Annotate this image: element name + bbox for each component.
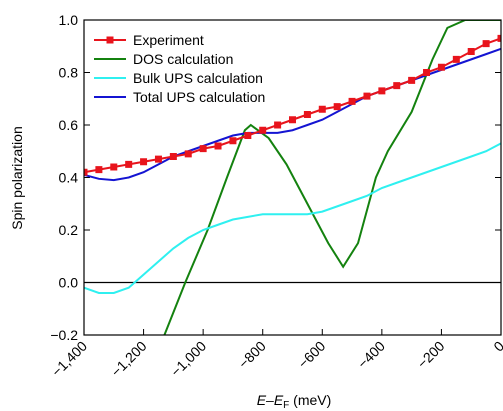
data-point <box>423 69 431 76</box>
x-tick-label: −600 <box>295 338 329 372</box>
x-tick-label: −800 <box>235 338 269 372</box>
x-axis-label: E–EF (meV) <box>257 392 332 411</box>
data-point <box>125 160 133 168</box>
series-line <box>163 20 501 335</box>
data-point <box>229 137 237 145</box>
series-line <box>84 47 501 182</box>
x-label-part: E <box>257 392 267 408</box>
x-tick-label: 0 <box>490 338 503 355</box>
data-point <box>437 63 445 71</box>
legend-label: Total UPS calculation <box>133 89 265 105</box>
data-point <box>110 163 118 171</box>
y-tick-label: 0.6 <box>59 117 79 133</box>
data-point <box>467 48 475 55</box>
y-tick-label: 1.0 <box>59 12 79 28</box>
y-tick-label: −0.2 <box>50 327 78 343</box>
series-line <box>84 142 501 294</box>
data-point <box>214 142 222 150</box>
x-tick-label: −1,400 <box>48 338 90 380</box>
data-point <box>244 132 252 139</box>
data-point <box>169 153 177 160</box>
legend-label: Experiment <box>133 32 204 48</box>
data-point <box>303 111 311 118</box>
y-tick-label: 0.2 <box>59 222 79 238</box>
data-point <box>259 126 267 134</box>
data-point <box>318 105 326 113</box>
x-label-part: –E <box>265 392 284 408</box>
plot-area <box>84 20 501 335</box>
x-tick-label: −1,000 <box>167 338 209 380</box>
y-tick-label: 0.0 <box>59 275 79 291</box>
data-point <box>154 155 162 163</box>
plot-frame <box>83 19 502 336</box>
legend-label: DOS calculation <box>133 51 233 67</box>
data-point <box>452 55 460 63</box>
data-point <box>95 166 103 174</box>
data-point <box>184 150 192 158</box>
legend-marker <box>106 36 114 44</box>
data-point <box>363 92 371 100</box>
x-tick-label: −1,200 <box>108 338 150 380</box>
x-label-part: F <box>283 400 289 411</box>
data-point <box>333 103 341 111</box>
legend-label: Bulk UPS calculation <box>133 70 263 86</box>
x-tick-label: −200 <box>414 338 448 372</box>
data-point <box>84 168 88 176</box>
data-point <box>289 116 296 124</box>
data-point <box>378 87 386 95</box>
y-axis-label: Spin polarization <box>9 126 25 230</box>
data-point <box>199 145 207 153</box>
x-label-part: (meV) <box>289 392 331 408</box>
x-tick-label: −400 <box>354 338 388 372</box>
data-point <box>348 97 356 105</box>
data-point <box>497 34 501 42</box>
y-tick-label: 0.8 <box>59 65 79 81</box>
data-point <box>274 121 282 129</box>
data-point <box>482 40 490 48</box>
y-tick-label: 0.4 <box>59 170 79 186</box>
data-point <box>393 82 401 90</box>
data-point <box>140 158 148 166</box>
data-point <box>408 76 416 84</box>
